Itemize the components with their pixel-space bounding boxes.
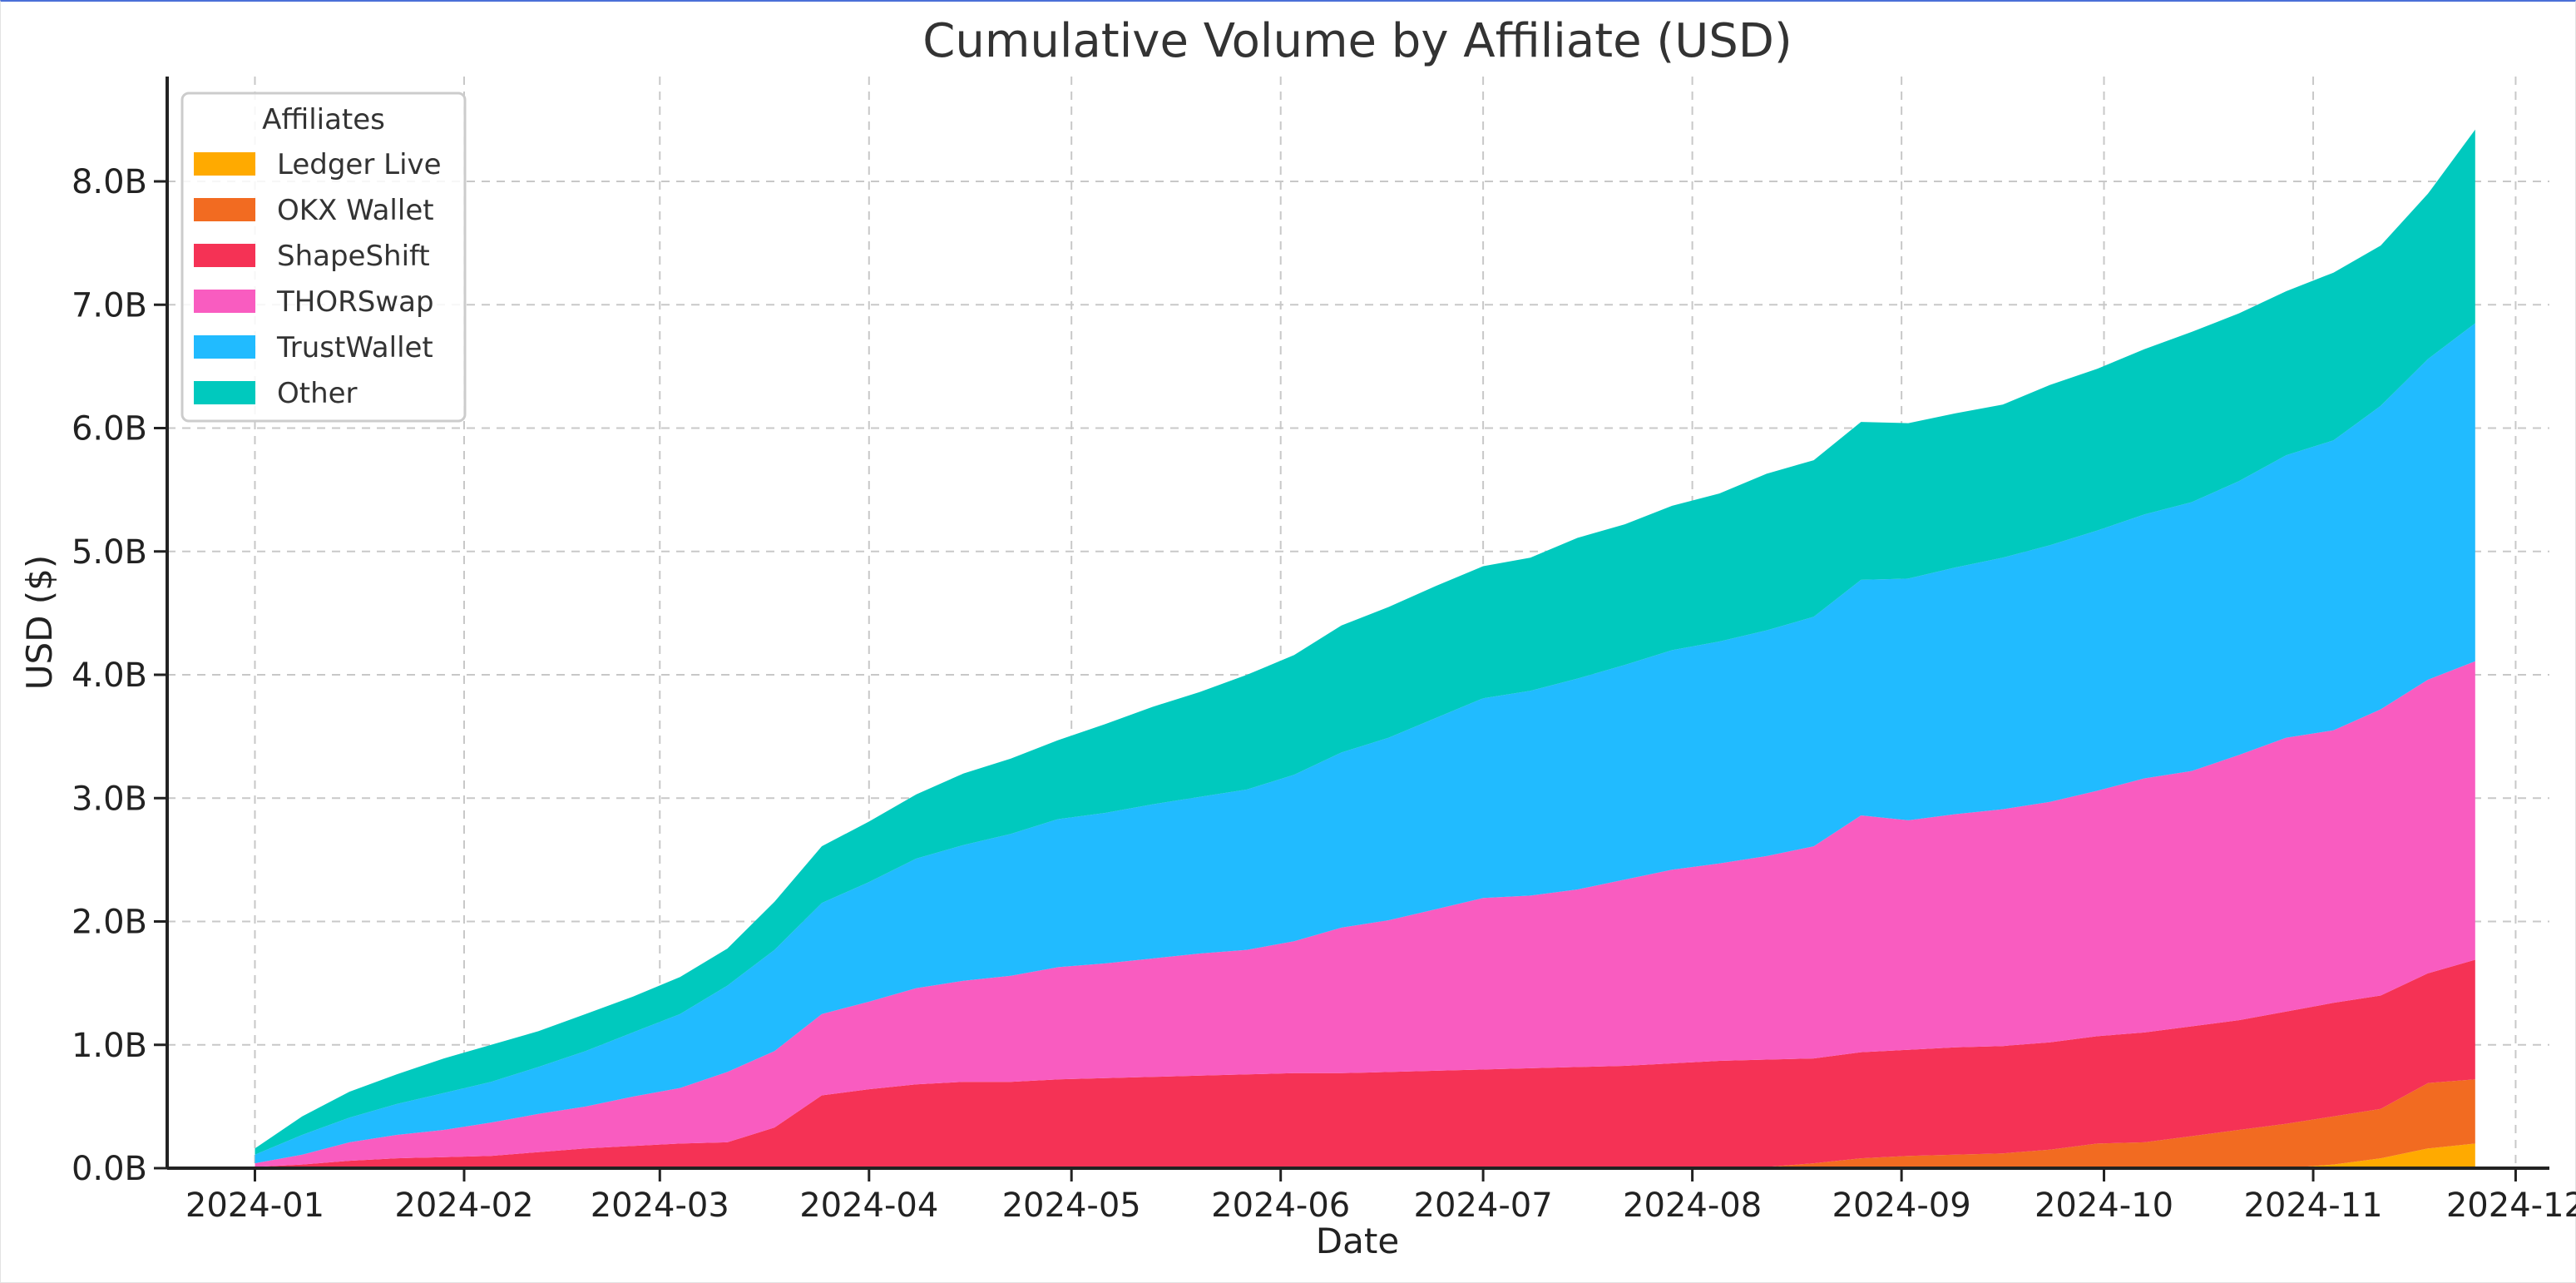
area-trustwallet: [255, 323, 2475, 1164]
x-tick-label: 2024-04: [799, 1186, 938, 1225]
x-tick-label: 2024-08: [1623, 1186, 1762, 1225]
legend-title: Affiliates: [262, 103, 385, 136]
x-tick-label: 2024-09: [1832, 1186, 1971, 1225]
legend-swatch-ledger-live: [194, 152, 255, 176]
stacked-areas: [255, 129, 2475, 1168]
y-tick-label: 5.0B: [72, 533, 147, 572]
x-tick-label: 2024-10: [2035, 1186, 2173, 1225]
y-axis-label: USD ($): [19, 555, 60, 691]
area-okx-wallet: [255, 1079, 2475, 1168]
y-tick-label: 6.0B: [72, 410, 147, 448]
chart-title: Cumulative Volume by Affiliate (USD): [922, 14, 1792, 68]
y-tick-label: 0.0B: [72, 1150, 147, 1188]
legend-label-shapeshift: ShapeShift: [277, 240, 430, 273]
y-tick-label: 4.0B: [72, 656, 147, 695]
x-axis-label: Date: [1316, 1221, 1399, 1261]
legend: Affiliates Ledger Live OKX Wallet ShapeShi…: [180, 92, 467, 423]
y-tick-label: 8.0B: [72, 163, 147, 201]
legend-label-trustwallet: TrustWallet: [276, 331, 433, 364]
y-tick-label: 1.0B: [72, 1027, 147, 1065]
x-tick-label: 2024-11: [2243, 1186, 2382, 1225]
legend-label-other: Other: [277, 377, 358, 410]
legend-swatch-thorswap: [194, 290, 255, 313]
x-ticks: 2024-01 2024-02 2024-03 2024-04 2024-05 2024-…: [185, 1168, 2576, 1225]
area-other: [255, 129, 2475, 1155]
x-tick-label: 2024-05: [1002, 1186, 1141, 1225]
axes: [166, 77, 2549, 1170]
x-tick-label: 2024-02: [394, 1186, 533, 1225]
y-ticks: 0.0B 1.0B 2.0B 3.0B 4.0B 5.0B 6.0B 7.0B 8.0B: [72, 163, 167, 1188]
y-tick-label: 3.0B: [72, 780, 147, 818]
area-shapeshift: [255, 959, 2475, 1168]
y-tick-label: 2.0B: [72, 904, 147, 942]
y-tick-label: 7.0B: [72, 286, 147, 324]
x-tick-label: 2024-12: [2446, 1186, 2576, 1225]
legend-label-thorswap: THORSwap: [276, 285, 434, 319]
x-tick-label: 2024-01: [185, 1186, 324, 1225]
legend-swatch-other: [194, 381, 255, 404]
x-tick-label: 2024-07: [1414, 1186, 1553, 1225]
legend-swatch-okx-wallet: [194, 198, 255, 221]
legend-swatch-trustwallet: [194, 335, 255, 359]
legend-label-ledger-live: Ledger Live: [277, 148, 442, 181]
legend-items: Ledger Live OKX Wallet ShapeShift THORSwap T…: [194, 148, 442, 410]
x-tick-label: 2024-03: [591, 1186, 729, 1225]
area-thorswap: [255, 661, 2475, 1167]
legend-swatch-shapeshift: [194, 244, 255, 267]
x-tick-label: 2024-06: [1211, 1186, 1350, 1225]
legend-label-okx-wallet: OKX Wallet: [277, 194, 434, 227]
